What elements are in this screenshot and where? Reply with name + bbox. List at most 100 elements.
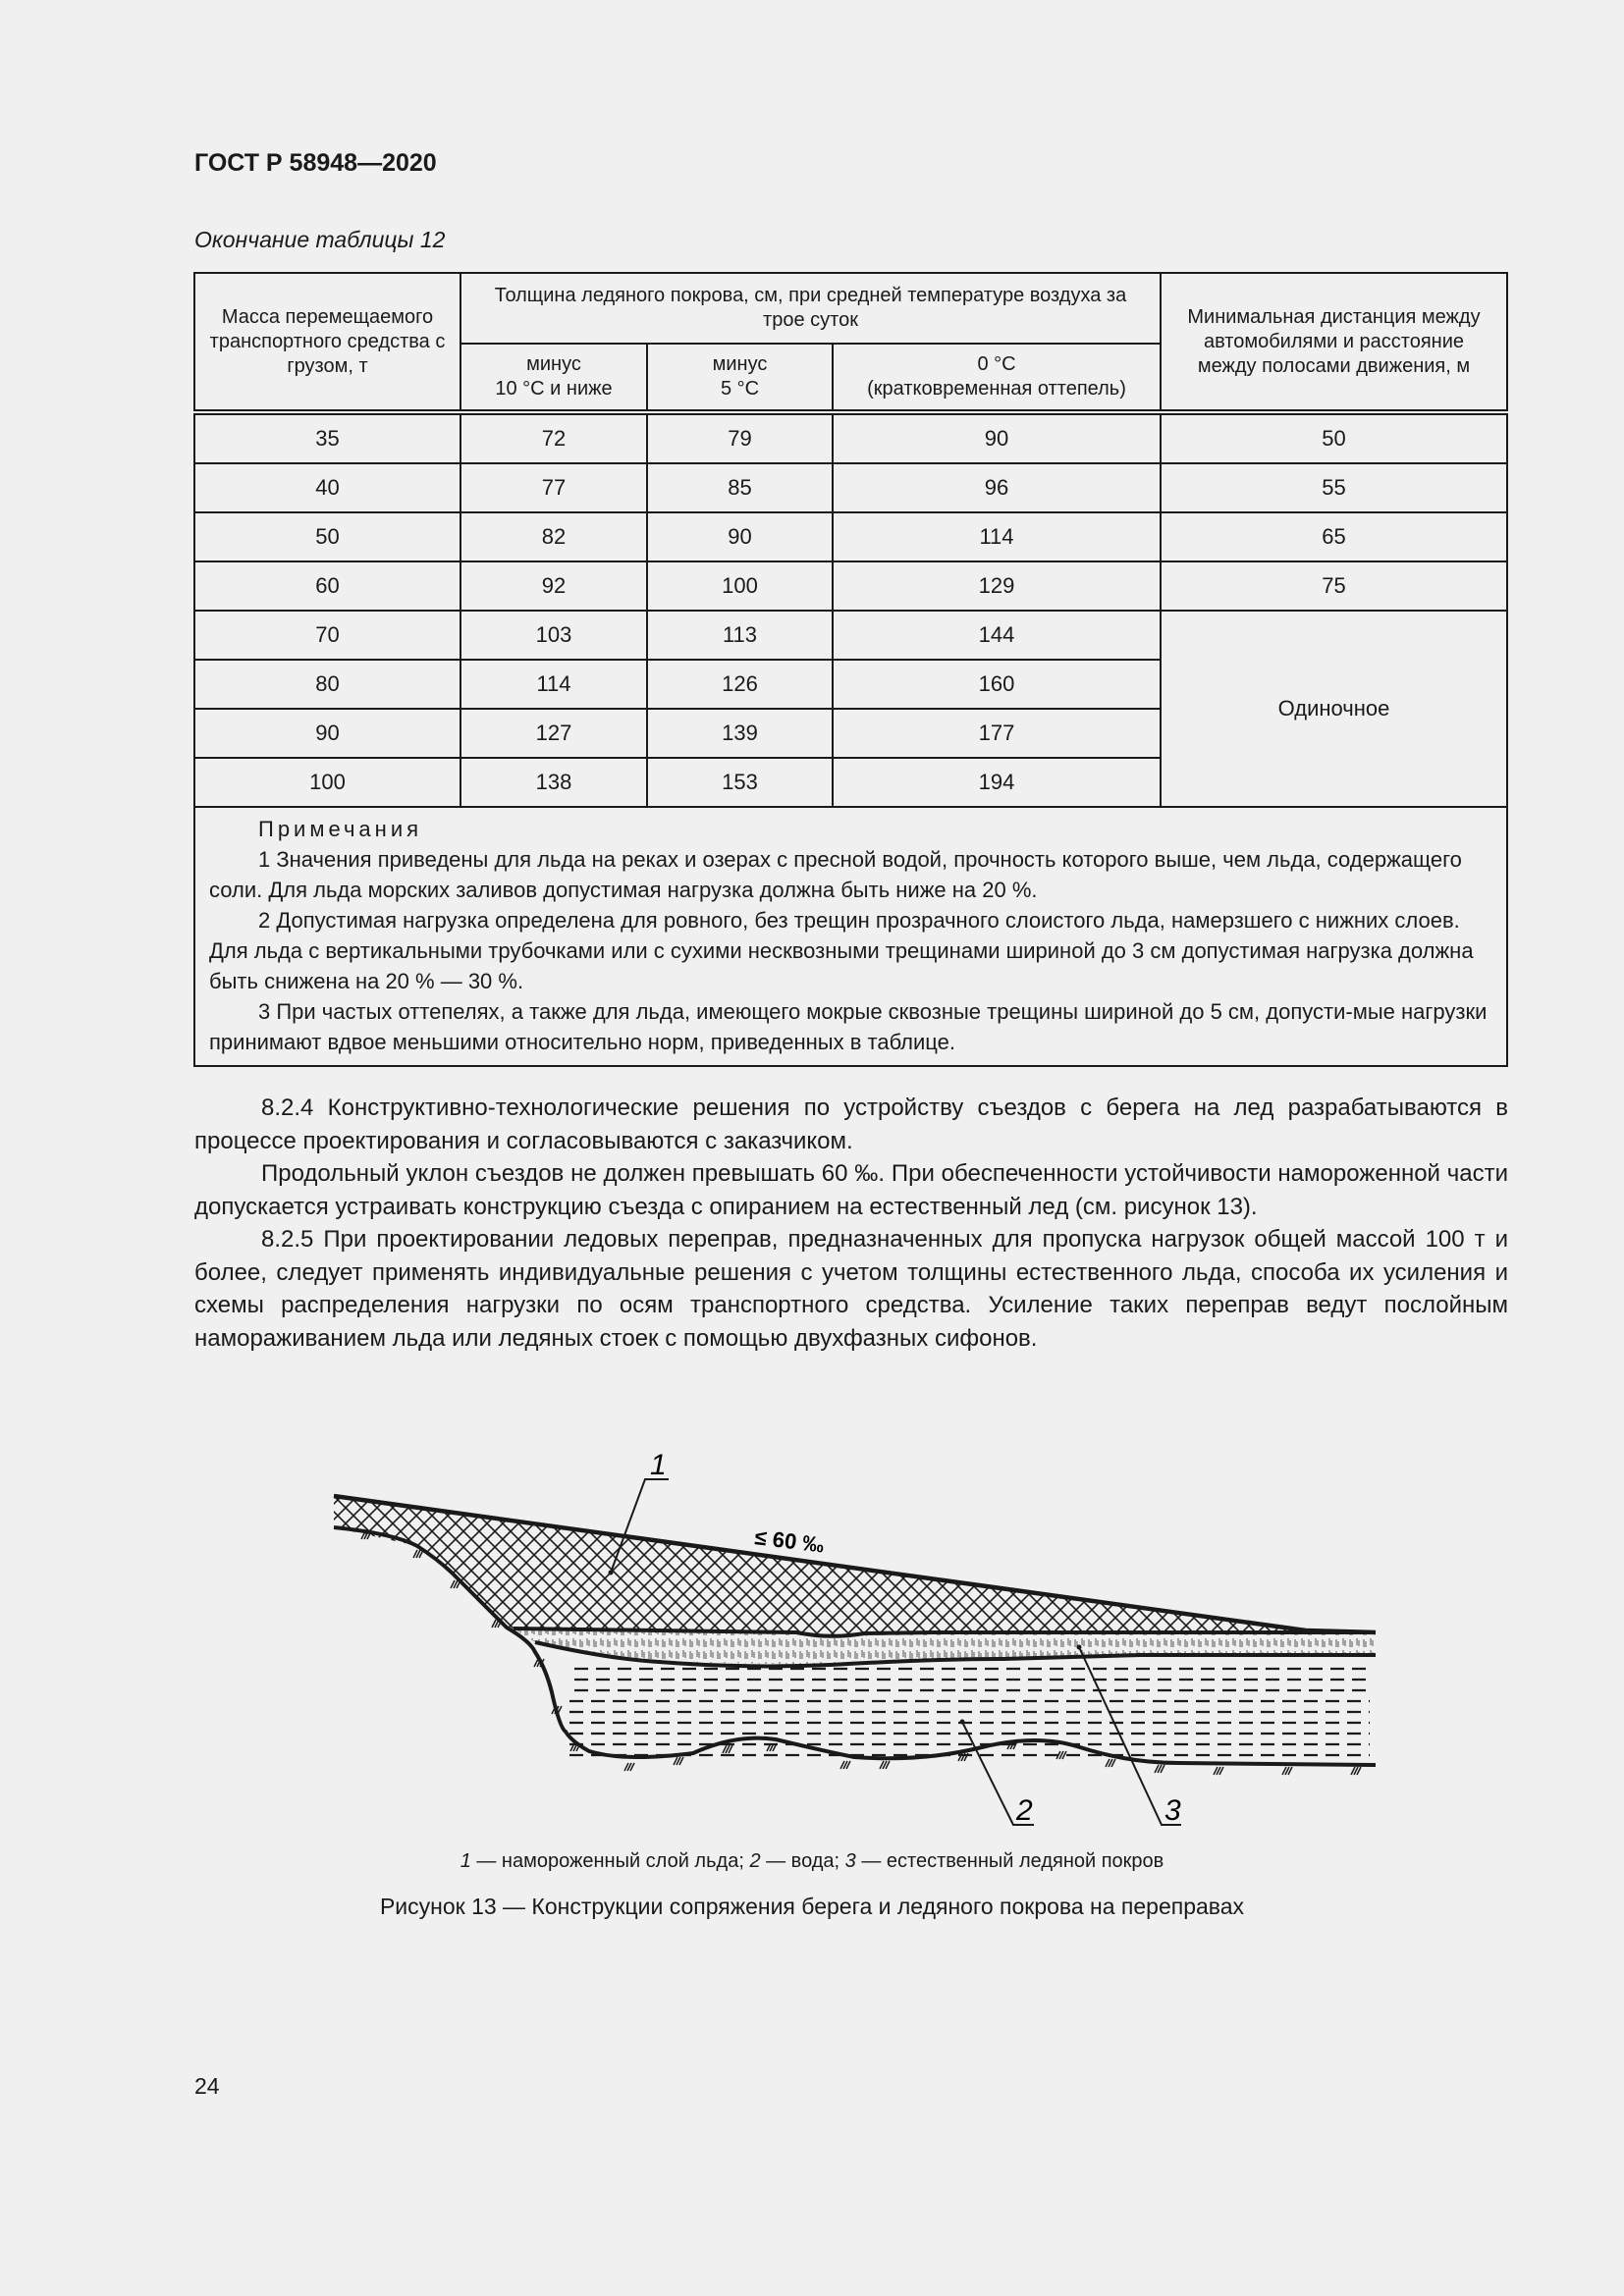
header-thickness: Толщина ледяного покрова, см, при средне…: [460, 272, 1162, 345]
table-cell: 100: [646, 561, 834, 612]
figure-legend: 1 — намороженный слой льда; 2 — вода; 3 …: [0, 1850, 1624, 1873]
ground-tick: [766, 1742, 772, 1752]
table-cell: 126: [646, 659, 834, 710]
ground-tick: [1287, 1766, 1293, 1776]
table-cell: 65: [1160, 511, 1508, 562]
ground-tick: [623, 1762, 629, 1772]
table-cell: 79: [646, 409, 834, 464]
ground-tick: [536, 1658, 542, 1668]
ground-tick: [1284, 1766, 1290, 1776]
ground-tick: [360, 1530, 366, 1540]
ground-tick: [539, 1658, 545, 1668]
table-cell: 90: [832, 409, 1162, 464]
ground-tick: [366, 1530, 372, 1540]
header-mass: Масса перемещаемого транспортного средст…: [193, 272, 461, 413]
ground-tick: [418, 1549, 424, 1559]
header-t1: минус 10 °С и ниже: [460, 343, 648, 413]
table-cell: 96: [832, 462, 1162, 513]
table-cell: 139: [646, 708, 834, 759]
note-3: 3 При частых оттепелях, а также для льда…: [209, 999, 1488, 1054]
ground-tick: [554, 1705, 560, 1715]
ground-tick: [575, 1742, 581, 1752]
ground-tick: [1353, 1766, 1359, 1776]
table-cell: 50: [193, 511, 461, 562]
ground-tick: [1350, 1766, 1356, 1776]
ground-tick: [879, 1760, 885, 1770]
ground-tick: [569, 1742, 575, 1752]
ground-tick: [842, 1760, 848, 1770]
legend-num: 3: [844, 1850, 856, 1872]
ground-tick: [963, 1752, 969, 1762]
table-cell: 77: [460, 462, 648, 513]
ground-tick: [1058, 1750, 1064, 1760]
ground-tick: [450, 1579, 456, 1589]
table-cell: 85: [646, 462, 834, 513]
table-cell: 194: [832, 757, 1162, 808]
table-cell: 60: [193, 561, 461, 612]
header-t2: минус 5 °С: [646, 343, 834, 413]
ground-tick: [497, 1619, 503, 1629]
ground-tick: [1108, 1758, 1113, 1768]
ground-tick: [1160, 1764, 1165, 1774]
document-header: ГОСТ Р 58948—2020: [194, 149, 437, 177]
label-2: 2: [1015, 1794, 1033, 1827]
ground-tick: [629, 1762, 635, 1772]
body-text: 8.2.4 Конструктивно-технологические реше…: [194, 1092, 1508, 1355]
ground-tick: [1356, 1766, 1362, 1776]
header-distance: Минимальная дистанция между автомобилями…: [1160, 272, 1508, 413]
figure-caption: Рисунок 13 — Конструкции сопряжения бере…: [379, 1894, 1245, 1919]
table-cell: 72: [460, 409, 648, 464]
table-cell: 90: [193, 708, 461, 759]
table-cell: 100: [193, 757, 461, 808]
label-1: 1: [650, 1449, 667, 1481]
ground-tick: [957, 1752, 963, 1762]
table-row: 70 103 113 144 Одиночное: [193, 610, 1508, 808]
table-row: 50 82 90 114 65: [193, 511, 1508, 562]
merged-distance-cell: Одиночное: [1160, 610, 1508, 808]
ground-tick: [960, 1752, 966, 1762]
page-number: 24: [194, 2073, 220, 2099]
ground-tick: [494, 1619, 500, 1629]
ground-tick: [1006, 1740, 1012, 1750]
table-cell: 114: [832, 511, 1162, 562]
ground-tick: [772, 1742, 778, 1752]
ground-tick: [456, 1579, 461, 1589]
table-cell: 103: [460, 610, 648, 661]
notes-title: Примечания: [258, 817, 423, 841]
label-3: 3: [1164, 1794, 1181, 1827]
table-cell: 177: [832, 708, 1162, 759]
paragraph-8-2-4: 8.2.4 Конструктивно-технологические реше…: [194, 1095, 1508, 1154]
note-1: 1 Значения приведены для льда на реках и…: [209, 847, 1462, 902]
ground-tick: [415, 1549, 421, 1559]
ground-tick: [1281, 1766, 1287, 1776]
table-cell: 80: [193, 659, 461, 710]
table-row: 60 92 100 129 75: [193, 561, 1508, 612]
ground-tick: [1157, 1764, 1163, 1774]
ice-thickness-table: Масса перемещаемого транспортного средст…: [193, 272, 1508, 1067]
table-row: 35 72 79 90 50: [193, 409, 1508, 464]
table-cell: 113: [646, 610, 834, 661]
header-t3: 0 °С (кратковременная оттепель): [832, 343, 1162, 413]
ground-tick: [676, 1756, 681, 1766]
ground-tick: [1012, 1740, 1018, 1750]
ground-tick: [839, 1760, 845, 1770]
table-cell: 35: [193, 409, 461, 464]
table-row: 90 127 139 177: [193, 708, 1507, 759]
table-cell: 90: [646, 511, 834, 562]
natural-ice-layer: [514, 1629, 1376, 1665]
table-cell: 55: [1160, 462, 1508, 513]
legend-num: 2: [749, 1850, 761, 1872]
ground-tick: [626, 1762, 632, 1772]
ground-tick: [1105, 1758, 1110, 1768]
ground-tick: [673, 1756, 678, 1766]
legend-text: — естественный ледяной покров: [855, 1850, 1164, 1872]
note-2: 2 Допустимая нагрузка определена для ров…: [209, 908, 1474, 993]
table-cell: 82: [460, 511, 648, 562]
ground-tick: [1061, 1750, 1067, 1760]
table-cell: 40: [193, 462, 461, 513]
legend-text: — намороженный слой льда;: [470, 1850, 750, 1872]
ground-hatch-marks: [360, 1530, 1362, 1776]
ground-tick: [533, 1658, 539, 1668]
paragraph-slope: Продольный уклон съездов не должен превы…: [194, 1160, 1508, 1220]
table-cell: 70: [193, 610, 461, 661]
